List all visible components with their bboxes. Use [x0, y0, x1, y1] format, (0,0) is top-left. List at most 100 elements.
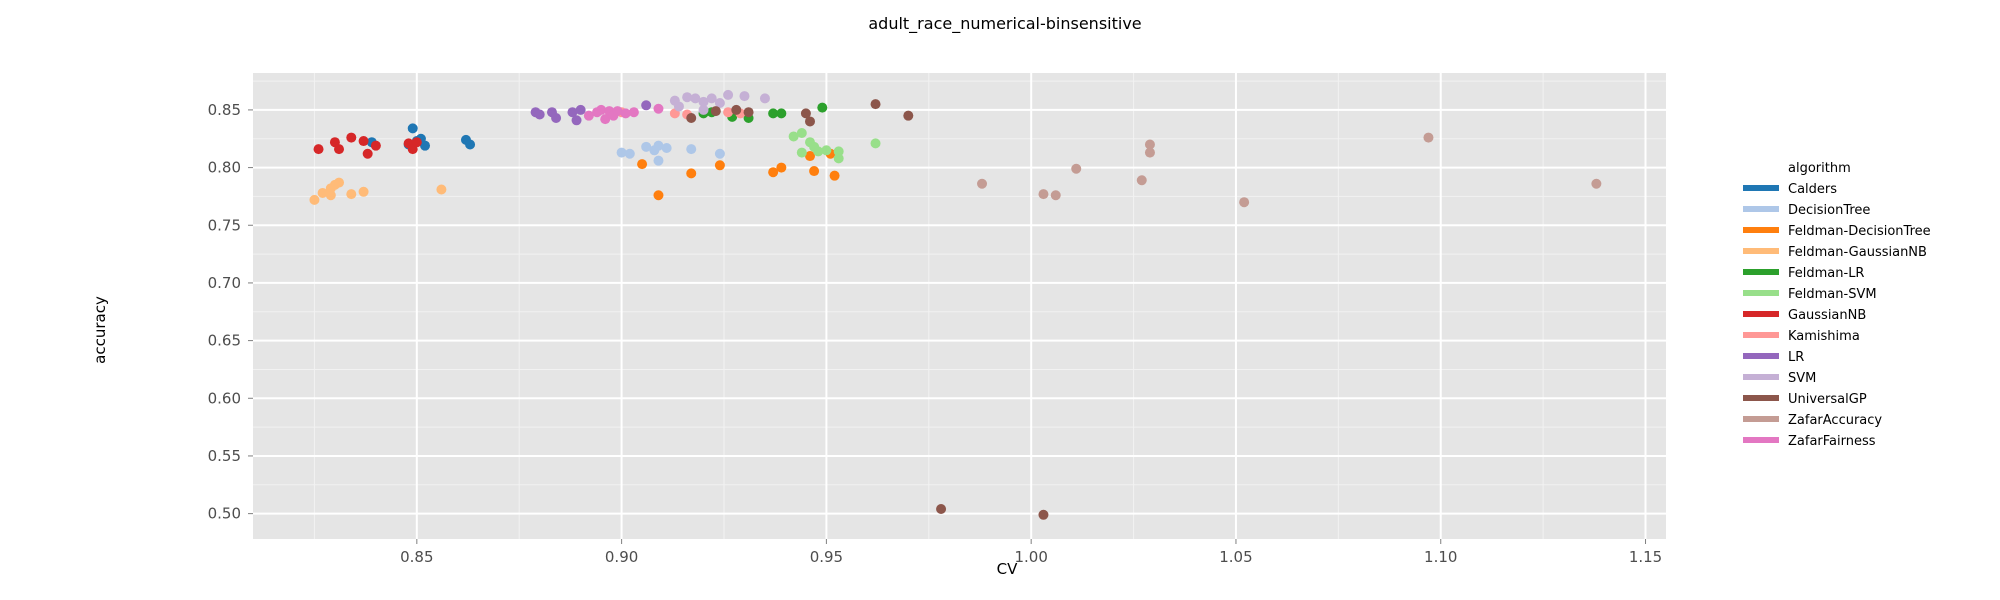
- data-point: [833, 146, 844, 157]
- legend-label: Feldman-SVM: [1788, 287, 1877, 302]
- data-point: [628, 107, 639, 118]
- data-point: [1136, 175, 1147, 186]
- data-point: [358, 186, 369, 197]
- y-tick-label: 0.50: [208, 505, 241, 523]
- data-point: [682, 92, 693, 103]
- data-point: [739, 91, 750, 102]
- legend-label: Calders: [1788, 182, 1837, 197]
- data-point: [1050, 190, 1061, 201]
- data-points: [309, 89, 1602, 520]
- y-tick-label: 0.75: [208, 216, 241, 234]
- data-point: [641, 141, 652, 152]
- legend-label: SVM: [1788, 371, 1816, 386]
- data-point: [714, 97, 725, 108]
- data-point: [583, 110, 594, 121]
- data-point: [641, 100, 652, 111]
- data-point: [407, 123, 418, 134]
- data-point: [870, 138, 881, 149]
- data-point: [673, 101, 684, 112]
- data-point: [411, 137, 422, 148]
- y-tick-label: 0.60: [208, 389, 241, 407]
- data-point: [788, 131, 799, 142]
- data-point: [714, 148, 725, 159]
- data-point: [796, 127, 807, 138]
- data-point: [325, 190, 336, 201]
- data-point: [731, 104, 742, 115]
- data-point: [616, 147, 627, 158]
- data-point: [796, 147, 807, 158]
- legend-label: GaussianNB: [1788, 308, 1866, 323]
- data-point: [653, 190, 664, 201]
- data-point: [575, 104, 586, 115]
- data-point: [1038, 509, 1049, 520]
- data-point: [903, 110, 914, 121]
- y-axis-label: accuracy: [91, 296, 109, 364]
- legend-title: algorithm: [1788, 161, 1851, 176]
- data-point: [710, 106, 721, 117]
- data-point: [334, 144, 345, 155]
- data-point: [567, 107, 578, 118]
- data-point: [551, 112, 562, 123]
- data-point: [346, 189, 357, 200]
- y-tick-label: 0.85: [208, 101, 241, 119]
- legend-label: DecisionTree: [1788, 203, 1870, 218]
- legend: algorithm Calders DecisionTree Feldman-Dec…: [1743, 161, 1931, 449]
- legend-label: Feldman-LR: [1788, 266, 1864, 281]
- data-point: [817, 102, 828, 113]
- data-point: [813, 146, 824, 157]
- data-point: [1423, 132, 1434, 143]
- data-point: [776, 162, 787, 173]
- data-point: [653, 140, 664, 151]
- data-point: [936, 504, 947, 515]
- legend-label: LR: [1788, 350, 1804, 365]
- legend-swatch: [1743, 395, 1779, 401]
- x-axis-label: CV: [997, 560, 1018, 578]
- legend-swatch: [1743, 227, 1779, 233]
- data-point: [829, 170, 840, 181]
- data-point: [800, 108, 811, 119]
- legend-swatch: [1743, 185, 1779, 191]
- x-tick-label: 0.90: [605, 548, 638, 566]
- data-point: [465, 139, 476, 150]
- x-tick-label: 1.10: [1424, 548, 1457, 566]
- chart-title: adult_race_numerical-binsensitive: [868, 14, 1141, 34]
- data-point: [313, 144, 324, 155]
- data-point: [661, 142, 672, 153]
- data-point: [706, 93, 717, 104]
- legend-swatch: [1743, 311, 1779, 317]
- data-point: [317, 187, 328, 198]
- data-point: [690, 93, 701, 104]
- data-point: [534, 109, 545, 120]
- data-point: [977, 178, 988, 189]
- data-point: [309, 194, 320, 205]
- y-tick-label: 0.65: [208, 332, 241, 350]
- data-point: [420, 140, 431, 151]
- data-point: [833, 153, 844, 164]
- data-point: [624, 148, 635, 159]
- legend-swatch: [1743, 290, 1779, 296]
- legend-swatch: [1743, 374, 1779, 380]
- x-tick-label: 0.95: [810, 548, 843, 566]
- data-point: [686, 168, 697, 179]
- data-point: [370, 140, 381, 151]
- x-tick-label: 1.05: [1219, 548, 1252, 566]
- plot-panel: [253, 73, 1666, 539]
- legend-label: UniversalGP: [1788, 392, 1867, 407]
- data-point: [346, 132, 357, 143]
- legend-swatch: [1743, 437, 1779, 443]
- legend-label: Kamishima: [1788, 329, 1860, 344]
- data-point: [358, 136, 369, 147]
- data-point: [653, 103, 664, 114]
- y-tick-label: 0.70: [208, 274, 241, 292]
- data-point: [571, 115, 582, 126]
- x-tick-label: 1.00: [1014, 548, 1047, 566]
- legend-swatch: [1743, 269, 1779, 275]
- data-point: [686, 144, 697, 155]
- data-point: [1071, 163, 1082, 174]
- data-point: [821, 145, 832, 156]
- data-point: [698, 96, 709, 107]
- legend-swatch: [1743, 206, 1779, 212]
- data-point: [805, 116, 816, 127]
- legend-swatch: [1743, 416, 1779, 422]
